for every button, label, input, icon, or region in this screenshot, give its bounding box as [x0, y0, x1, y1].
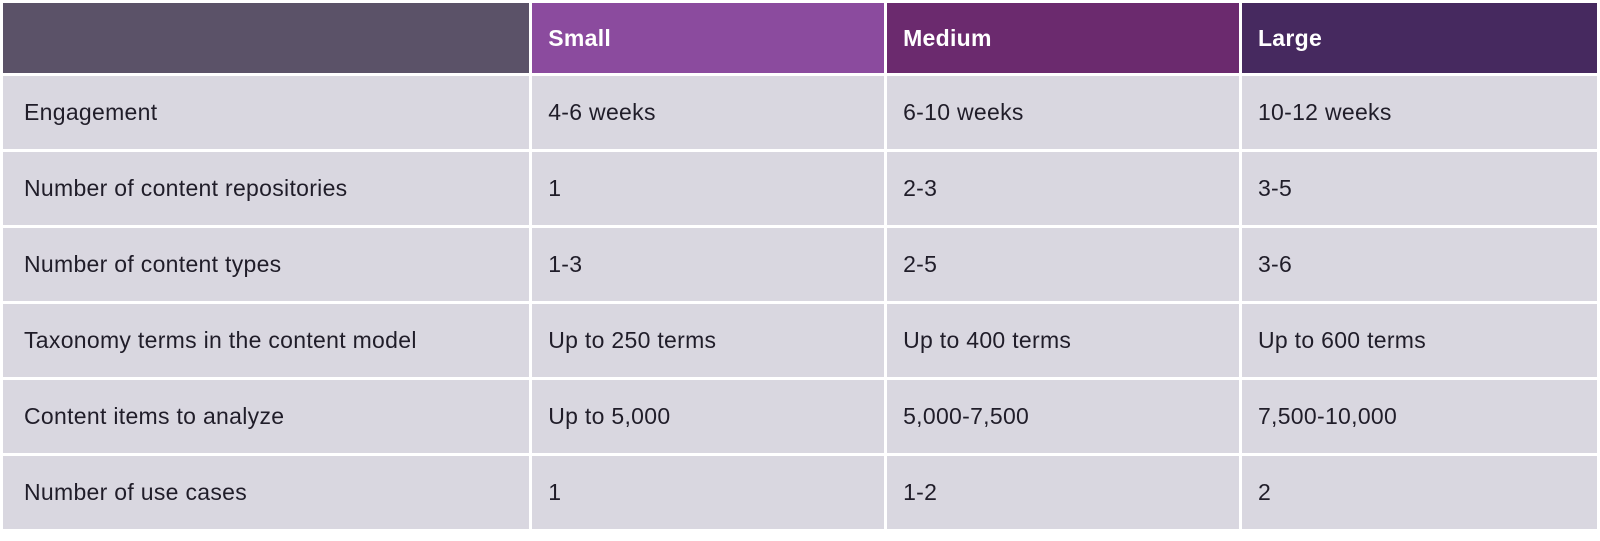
table-row-content-items: Content items to analyze Up to 5,000 5,0…	[3, 380, 1597, 453]
row-label: Engagement	[3, 76, 530, 149]
cell-medium: 6-10 weeks	[887, 76, 1239, 149]
column-header-small: Small	[532, 3, 885, 73]
cell-medium: Up to 400 terms	[887, 304, 1239, 377]
cell-large: Up to 600 terms	[1241, 304, 1597, 377]
cell-small: 1-3	[532, 228, 885, 301]
row-label: Number of content types	[3, 228, 530, 301]
cell-large: 2	[1241, 456, 1597, 529]
cell-medium: 5,000-7,500	[887, 380, 1239, 453]
table-row-use-cases: Number of use cases 1 1-2 2	[3, 456, 1597, 529]
cell-large: 3-5	[1241, 152, 1597, 225]
corner-header-cell	[3, 3, 530, 73]
table-row-engagement: Engagement 4-6 weeks 6-10 weeks 10-12 we…	[3, 76, 1597, 149]
cell-small: 1	[532, 152, 885, 225]
cell-large: 7,500-10,000	[1241, 380, 1597, 453]
cell-medium: 2-3	[887, 152, 1239, 225]
table-row-content-types: Number of content types 1-3 2-5 3-6	[3, 228, 1597, 301]
row-label: Number of use cases	[3, 456, 530, 529]
cell-medium: 2-5	[887, 228, 1239, 301]
cell-small: Up to 5,000	[532, 380, 885, 453]
table-row-content-repositories: Number of content repositories 1 2-3 3-5	[3, 152, 1597, 225]
cell-large: 10-12 weeks	[1241, 76, 1597, 149]
row-label: Content items to analyze	[3, 380, 530, 453]
cell-small: 1	[532, 456, 885, 529]
row-label: Number of content repositories	[3, 152, 530, 225]
cell-medium: 1-2	[887, 456, 1239, 529]
cell-large: 3-6	[1241, 228, 1597, 301]
cell-small: 4-6 weeks	[532, 76, 885, 149]
column-header-medium: Medium	[887, 3, 1239, 73]
cell-small: Up to 250 terms	[532, 304, 885, 377]
table-row-taxonomy-terms: Taxonomy terms in the content model Up t…	[3, 304, 1597, 377]
table-header-row: Small Medium Large	[3, 3, 1597, 73]
column-header-large: Large	[1241, 3, 1597, 73]
row-label: Taxonomy terms in the content model	[3, 304, 530, 377]
